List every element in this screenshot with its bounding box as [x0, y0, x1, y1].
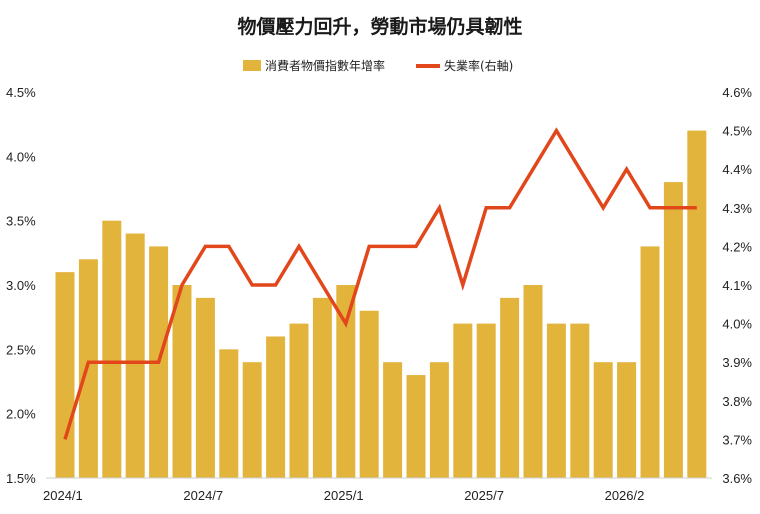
cpi-bar	[102, 220, 122, 478]
cpi-bar	[500, 297, 520, 478]
y-right-tick-label: 4.2%	[722, 239, 752, 254]
cpi-bar	[546, 323, 566, 478]
x-tick-label: 2026/2	[605, 488, 645, 503]
y-left-tick-label: 2.5%	[6, 342, 36, 357]
cpi-bar	[55, 272, 75, 478]
x-axis: 2024/1 2024/7 2025/1 2025/7 2026/2	[43, 488, 644, 503]
y-left-tick-label: 2.0%	[6, 407, 36, 422]
cpi-bar	[687, 130, 707, 478]
legend-bar-swatch	[243, 60, 261, 71]
cpi-bar	[195, 297, 215, 478]
x-tick-label: 2025/7	[464, 488, 504, 503]
y-right-axis: 3.6% 3.7% 3.8% 3.9% 4.0% 4.1% 4.2% 4.3% 4.4% 4.5%…	[722, 85, 752, 486]
y-left-tick-label: 4.5%	[6, 85, 36, 100]
x-tick-label: 2024/7	[183, 488, 223, 503]
y-right-tick-label: 4.4%	[722, 162, 752, 177]
y-right-tick-label: 3.7%	[722, 432, 752, 447]
chart-title: 物價壓力回升，勞動市場仍具韌性	[237, 15, 522, 38]
cpi-bar	[640, 246, 660, 478]
cpi-bar	[383, 362, 403, 478]
cpi-bar	[125, 233, 145, 478]
cpi-bar	[336, 285, 356, 478]
legend-label-cpi: 消費者物價指數年增率	[265, 58, 385, 73]
legend-label-unemployment: 失業率(右軸)	[444, 58, 513, 73]
cpi-bar	[429, 362, 449, 478]
cpi-bar	[219, 349, 239, 478]
cpi-bar	[359, 310, 379, 478]
cpi-bar	[242, 362, 262, 478]
y-right-tick-label: 4.1%	[722, 278, 752, 293]
cpi-bar	[593, 362, 613, 478]
legend: 消費者物價指數年增率 失業率(右軸)	[243, 58, 513, 73]
cpi-bar	[523, 285, 543, 478]
cpi-bar	[312, 297, 332, 478]
cpi-bar	[617, 362, 637, 478]
y-right-tick-label: 4.0%	[722, 317, 752, 332]
cpi-bar	[453, 323, 473, 478]
cpi-bar	[406, 375, 426, 478]
x-tick-label: 2024/1	[43, 488, 83, 503]
y-right-tick-label: 3.8%	[722, 394, 752, 409]
y-right-tick-label: 4.6%	[722, 85, 752, 100]
y-left-axis: 1.5% 2.0% 2.5% 3.0% 3.5% 4.0% 4.5%	[6, 85, 36, 486]
cpi-bar	[570, 323, 590, 478]
y-left-tick-label: 4.0%	[6, 149, 36, 164]
y-right-tick-label: 4.3%	[722, 201, 752, 216]
y-left-tick-label: 3.0%	[6, 278, 36, 293]
y-right-tick-label: 4.5%	[722, 124, 752, 139]
cpi-bar	[663, 182, 683, 479]
y-right-tick-label: 3.6%	[722, 471, 752, 486]
y-left-tick-label: 3.5%	[6, 214, 36, 229]
y-left-tick-label: 1.5%	[6, 471, 36, 486]
cpi-bar	[266, 336, 286, 478]
cpi-bar	[172, 285, 192, 478]
cpi-bar	[78, 259, 98, 478]
x-tick-label: 2025/1	[324, 488, 364, 503]
cpi-bar	[289, 323, 309, 478]
cpi-bar	[476, 323, 496, 478]
y-right-tick-label: 3.9%	[722, 355, 752, 370]
unemployment-line	[63, 127, 697, 440]
